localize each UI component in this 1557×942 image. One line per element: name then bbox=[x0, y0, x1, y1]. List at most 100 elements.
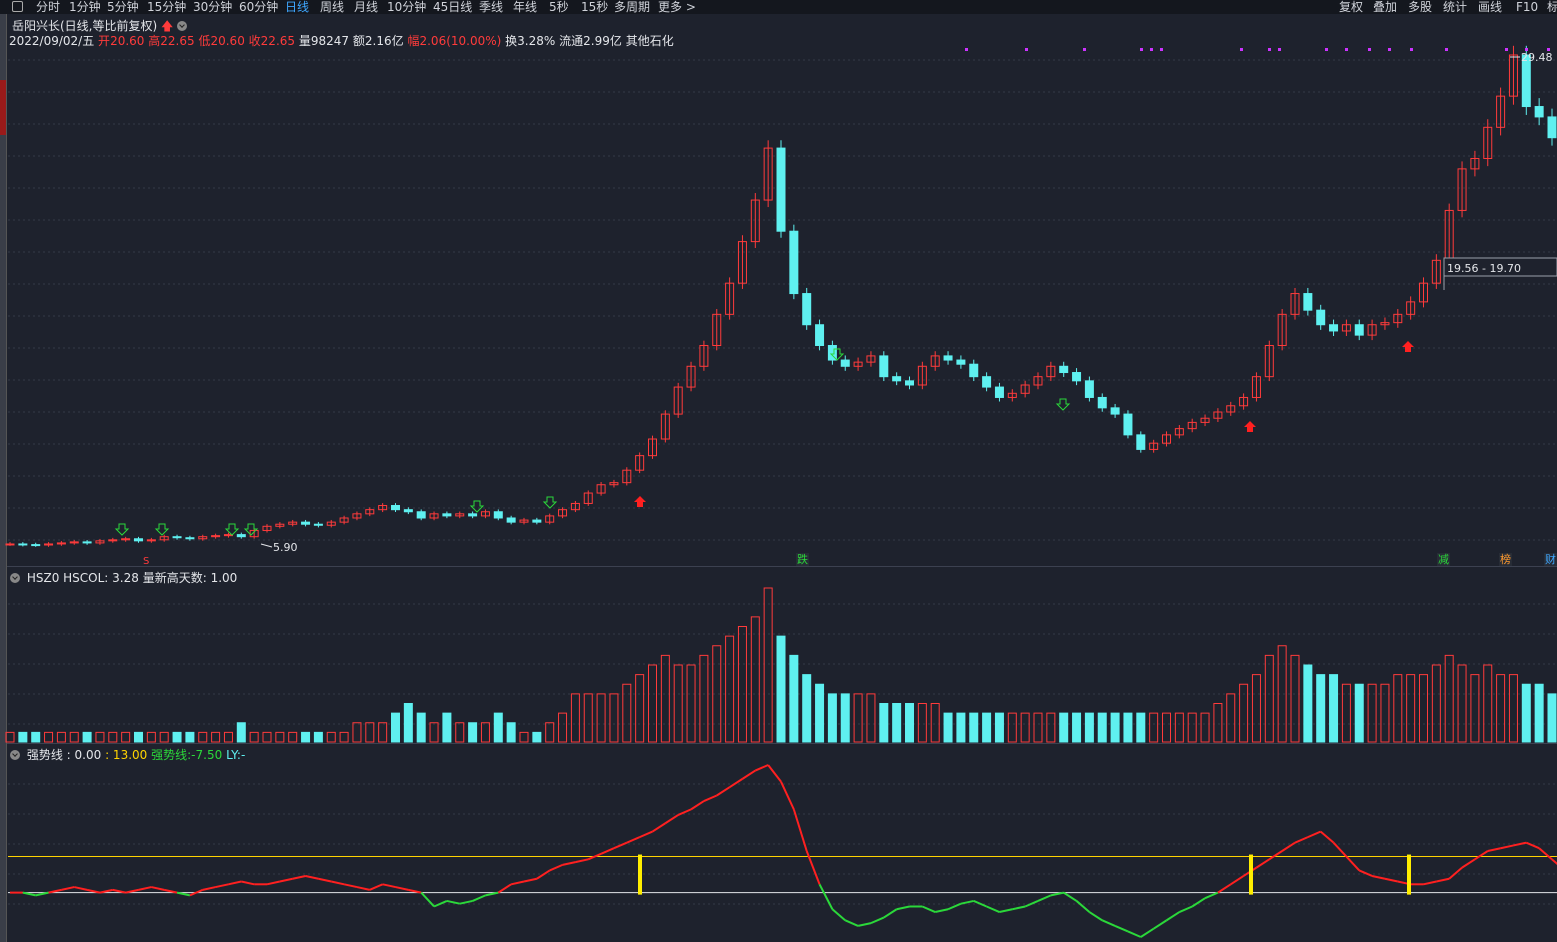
volume-bar-56 bbox=[725, 635, 735, 743]
volume-panel-menu-icon[interactable] bbox=[10, 573, 20, 583]
period-tab-16[interactable]: 更多 > bbox=[658, 0, 696, 14]
stock-title: 岳阳兴长(日线,等比前复权) bbox=[12, 19, 158, 33]
volume-bar-67 bbox=[866, 693, 876, 743]
volume-bar-117 bbox=[1508, 674, 1518, 743]
indicator-seg-120 bbox=[1538, 847, 1553, 861]
indicator-seg-30 bbox=[382, 883, 396, 889]
candle-body-56 bbox=[725, 282, 735, 315]
volume-panel-header: HSZ0 HSCOL: 3.28 量新高天数: 1.00 bbox=[10, 569, 237, 586]
candle-body-115 bbox=[1483, 126, 1493, 159]
indicator-seg-47 bbox=[600, 847, 615, 855]
volume-bar-106 bbox=[1367, 683, 1377, 743]
volume-bar-120 bbox=[1547, 693, 1557, 743]
period-tab-14[interactable]: 15秒 bbox=[581, 0, 609, 14]
volume-bar-51 bbox=[660, 654, 670, 743]
left-side-tabs[interactable] bbox=[0, 0, 7, 942]
period-tab-2[interactable]: 5分钟 bbox=[107, 0, 139, 14]
period-tab-15[interactable]: 多周期 bbox=[614, 0, 651, 14]
period-tab-1[interactable]: 1分钟 bbox=[69, 0, 101, 14]
period-tab-12[interactable]: 年线 bbox=[513, 0, 538, 14]
candle-body-31 bbox=[403, 509, 413, 513]
event-marker-2[interactable]: 榜 bbox=[1499, 553, 1512, 566]
signal-dot-17 bbox=[1547, 48, 1550, 51]
toolbar-right-button-1[interactable]: 叠加 bbox=[1373, 0, 1398, 14]
event-marker-0[interactable]: 跌 bbox=[796, 553, 809, 566]
toolbar-right-button-6[interactable]: 标 bbox=[1547, 0, 1557, 14]
window-icon[interactable] bbox=[12, 1, 23, 12]
dropdown-icon[interactable] bbox=[177, 21, 188, 31]
volume-bar-115 bbox=[1483, 664, 1493, 743]
toolbar-right-button-3[interactable]: 统计 bbox=[1443, 0, 1468, 14]
volume-bar-91 bbox=[1174, 712, 1184, 743]
toolbar-right-button-2[interactable]: 多股 bbox=[1408, 0, 1433, 14]
indicator-seg-13 bbox=[163, 888, 178, 894]
period-tab-3[interactable]: 15分钟 bbox=[147, 0, 187, 14]
price-volume-separator[interactable] bbox=[7, 566, 1557, 567]
toolbar-right-button-5[interactable]: F10 bbox=[1516, 0, 1539, 14]
period-tab-13[interactable]: 5秒 bbox=[549, 0, 569, 14]
hscol-value: HSCOL: 3.28 bbox=[63, 571, 139, 585]
candle-body-7 bbox=[95, 540, 105, 544]
event-marker-1[interactable]: 减 bbox=[1437, 553, 1450, 566]
candle-body-80 bbox=[1033, 376, 1043, 386]
period-tab-0[interactable]: 分时 bbox=[36, 0, 61, 14]
period-tab-8[interactable]: 月线 bbox=[354, 0, 379, 14]
candle-body-94 bbox=[1213, 411, 1223, 419]
signal-dot-9 bbox=[1325, 48, 1328, 51]
toolbar-right-button-4[interactable]: 画线 bbox=[1478, 0, 1503, 14]
candle-body-8 bbox=[108, 539, 118, 542]
period-tab-5[interactable]: 60分钟 bbox=[239, 0, 279, 14]
volume-bar-5 bbox=[69, 731, 79, 743]
candle-body-6 bbox=[82, 541, 92, 544]
period-tab-6[interactable]: 日线 bbox=[285, 0, 310, 14]
indicator-seg-4 bbox=[48, 888, 62, 894]
new-high-days: 量新高天数: 1.00 bbox=[142, 571, 238, 585]
volume-bar-73 bbox=[943, 712, 953, 743]
indicator-seg-22 bbox=[279, 877, 293, 883]
signal-dot-12 bbox=[1388, 48, 1391, 51]
ly-label: LY: bbox=[226, 748, 241, 762]
indicator-seg-58 bbox=[741, 769, 756, 780]
event-marker-3[interactable]: 财 bbox=[1544, 553, 1557, 566]
volume-bar-55 bbox=[712, 645, 722, 743]
indicator-seg-114 bbox=[1461, 858, 1476, 869]
candle-body-96 bbox=[1239, 396, 1249, 407]
volume-bar-29 bbox=[378, 722, 388, 743]
candle-body-15 bbox=[198, 536, 208, 540]
period-tab-10[interactable]: 45日线 bbox=[433, 0, 473, 14]
indicator-seg-81 bbox=[1037, 894, 1052, 902]
indicator-seg-113 bbox=[1448, 866, 1463, 880]
period-tab-4[interactable]: 30分钟 bbox=[193, 0, 233, 14]
period-tab-9[interactable]: 10分钟 bbox=[387, 0, 427, 14]
indicator-seg-3 bbox=[35, 891, 49, 897]
down-arrow-icon-7 bbox=[1055, 398, 1071, 411]
volume-bar-35 bbox=[455, 722, 465, 743]
candle-body-1 bbox=[18, 543, 28, 546]
indicator-seg-19 bbox=[241, 880, 255, 886]
candle-body-93 bbox=[1200, 417, 1210, 423]
candle-body-116 bbox=[1496, 95, 1506, 128]
amount-label: 额 bbox=[352, 34, 365, 48]
volume-bar-33 bbox=[429, 722, 439, 743]
candle-body-82 bbox=[1059, 365, 1069, 374]
candle-body-29 bbox=[378, 505, 388, 511]
candle-body-38 bbox=[493, 511, 503, 519]
indicator-seg-29 bbox=[369, 883, 384, 891]
indicator-seg-24 bbox=[305, 874, 319, 880]
volume-bar-19 bbox=[249, 731, 259, 743]
indicator-panel-menu-icon[interactable] bbox=[10, 750, 20, 760]
volume-bar-96 bbox=[1239, 683, 1249, 743]
volume-indicator-separator[interactable] bbox=[7, 743, 1557, 744]
range-box-text: 19.56 - 19.70 bbox=[1447, 262, 1521, 275]
indicator-panel-header: 强势线 : 0.00 : 13.00 强势线:-7.50 LY:- bbox=[10, 746, 245, 763]
candle-body-113 bbox=[1457, 168, 1467, 211]
sector-name: 其他石化 bbox=[625, 34, 674, 48]
active-side-tab[interactable] bbox=[0, 80, 6, 135]
candle-body-39 bbox=[506, 517, 516, 523]
toolbar-right-button-0[interactable]: 复权 bbox=[1339, 0, 1364, 14]
period-tab-11[interactable]: 季线 bbox=[479, 0, 504, 14]
period-tab-7[interactable]: 周线 bbox=[320, 0, 345, 14]
indicator-seg-46 bbox=[587, 852, 602, 861]
volume-bar-97 bbox=[1251, 674, 1261, 743]
